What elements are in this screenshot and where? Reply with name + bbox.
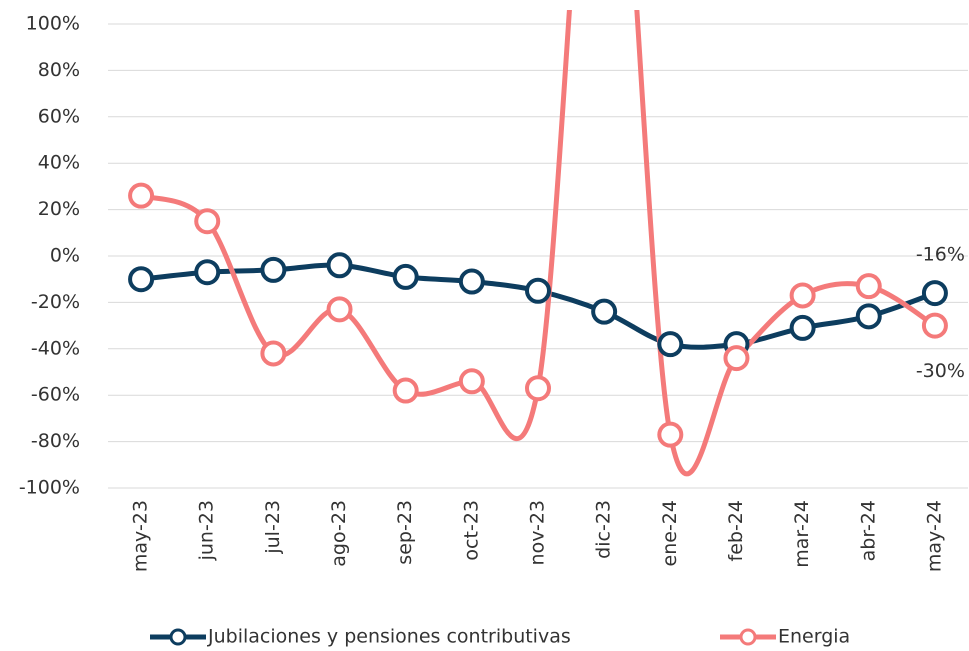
marker	[260, 256, 287, 283]
series-line	[140, 10, 937, 476]
marker	[723, 345, 750, 372]
marker	[458, 368, 485, 395]
marker	[855, 303, 882, 330]
marker	[657, 331, 684, 358]
marker	[921, 280, 948, 307]
y-tick-label: 60%	[38, 105, 80, 127]
marker	[128, 266, 155, 293]
marker	[789, 282, 816, 309]
y-tick-label: -20%	[31, 291, 80, 313]
legend-label: Energia	[778, 626, 850, 648]
legend-label: Jubilaciones y pensiones contributivas	[207, 626, 571, 648]
marker	[525, 375, 551, 402]
x-tick-label: abr-24	[857, 500, 879, 561]
x-tick-label: may-23	[130, 500, 152, 572]
x-tick-label: sep-23	[394, 500, 416, 565]
marker	[326, 252, 353, 279]
marker	[525, 277, 551, 304]
y-tick-label: -80%	[31, 430, 80, 452]
marker	[591, 298, 618, 325]
marker	[392, 263, 419, 290]
y-tick-label: 20%	[38, 198, 80, 220]
y-tick-label: -40%	[31, 337, 80, 359]
data-label: -30%	[916, 360, 965, 382]
y-tick-label: -100%	[19, 477, 80, 499]
x-tick-label: oct-23	[460, 500, 482, 561]
marker	[326, 296, 353, 323]
marker	[128, 182, 155, 209]
y-tick-label: 0%	[50, 245, 80, 267]
x-tick-label: jul-23	[262, 500, 284, 555]
x-tick-label: nov-23	[527, 500, 549, 565]
marker	[194, 259, 221, 286]
y-tick-label: 80%	[38, 59, 80, 81]
x-tick-label: feb-24	[725, 500, 747, 561]
legend-marker	[739, 628, 757, 646]
x-tick-label: mar-24	[791, 500, 813, 568]
marker	[657, 421, 684, 448]
x-tick-label: dic-23	[593, 500, 615, 559]
x-tick-label: ago-23	[328, 500, 350, 567]
marker	[789, 314, 816, 341]
plot-area	[128, 10, 948, 476]
marker	[260, 340, 287, 367]
marker	[458, 268, 485, 295]
x-tick-label: ene-24	[659, 500, 681, 566]
y-tick-label: 100%	[26, 13, 80, 35]
x-tick-label: may-24	[923, 500, 945, 572]
data-label: -16%	[916, 244, 965, 266]
x-tick-label: jun-23	[196, 500, 218, 561]
marker	[194, 208, 221, 235]
legend-marker	[169, 628, 187, 646]
marker	[855, 273, 882, 300]
marker	[921, 312, 948, 339]
y-tick-label: -60%	[31, 384, 80, 406]
marker	[392, 377, 419, 404]
y-tick-label: 40%	[38, 152, 80, 174]
